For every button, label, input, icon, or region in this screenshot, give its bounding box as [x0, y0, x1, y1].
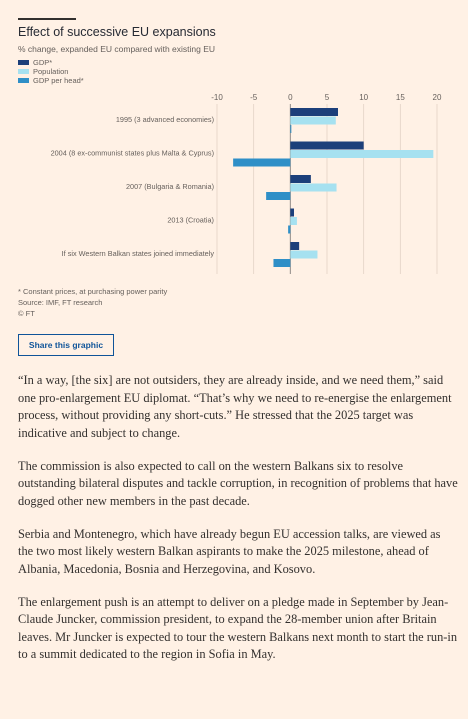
bar-gdp-per-head: [290, 125, 292, 133]
legend-swatch-population: [18, 69, 29, 74]
bar-gdp-per-head: [273, 259, 291, 267]
x-tick-label: 10: [359, 93, 368, 102]
x-tick-label: 0: [288, 93, 293, 102]
legend-swatch-gdp-per-head: [18, 78, 29, 83]
x-tick-label: 20: [433, 93, 442, 102]
x-tick-label: 15: [396, 93, 405, 102]
bar-gdp-per-head: [288, 225, 291, 234]
article-paragraph: The commission is also expected to call …: [18, 458, 458, 508]
bar-chart-plot: -10 -5 0 5 10 15 20 1995 (3 advanced economies)…: [51, 93, 442, 274]
x-tick-label: -10: [211, 93, 223, 102]
bar-gdp: [290, 175, 311, 183]
bar-population: [290, 217, 297, 225]
chart-subtitle: % change, expanded EU compared with exis…: [18, 44, 216, 54]
bar-population: [290, 250, 318, 259]
share-graphic-button[interactable]: Share this graphic: [18, 334, 114, 356]
category-label: 1995 (3 advanced economies): [116, 115, 214, 124]
footnote-source: Source: IMF, FT research: [18, 298, 103, 307]
chart-graphic: Effect of successive EU expansions % cha…: [0, 0, 468, 340]
category-label: 2013 (Croatia): [167, 216, 214, 225]
chart-legend: GDP* Population GDP per head*: [18, 58, 84, 85]
legend-label-gdp-per-head: GDP per head*: [33, 76, 84, 85]
legend-label-population: Population: [33, 67, 69, 76]
bar-gdp: [290, 108, 338, 116]
bar-population: [290, 183, 337, 192]
category-label: 2004 (8 ex-communist states plus Malta &…: [51, 149, 214, 158]
x-tick-label: 5: [325, 93, 330, 102]
bar-gdp: [290, 242, 300, 250]
bar-population: [290, 150, 434, 158]
bar-gdp: [290, 141, 364, 150]
chart-title: Effect of successive EU expansions: [18, 25, 216, 39]
article-paragraph: “In a way, [the six] are not outsiders, …: [18, 373, 452, 440]
legend-swatch-gdp: [18, 60, 29, 65]
article-paragraph: The enlargement push is an attempt to de…: [18, 594, 458, 662]
article-paragraph: Serbia and Montenegro, which have alread…: [18, 526, 441, 576]
footnote-copyright: © FT: [18, 309, 35, 318]
category-label: 2007 (Bulgaria & Romania): [126, 182, 214, 191]
bar-gdp: [290, 208, 294, 217]
footnote-constant-prices: * Constant prices, at purchasing power p…: [18, 287, 168, 296]
legend-item-gdp-per-head: GDP per head*: [18, 76, 84, 85]
x-tick-label: -5: [250, 93, 258, 102]
legend-item-gdp: GDP*: [18, 58, 84, 67]
legend-item-population: Population: [18, 67, 84, 76]
bar-gdp-per-head: [233, 158, 291, 167]
bar-gdp-per-head: [266, 192, 291, 200]
article-body: “In a way, [the six] are not outsiders, …: [18, 372, 458, 679]
category-label: If six Western Balkan states joined imme…: [62, 249, 215, 258]
title-rule: [18, 18, 76, 20]
bar-population: [290, 116, 336, 125]
legend-label-gdp: GDP*: [33, 58, 53, 67]
